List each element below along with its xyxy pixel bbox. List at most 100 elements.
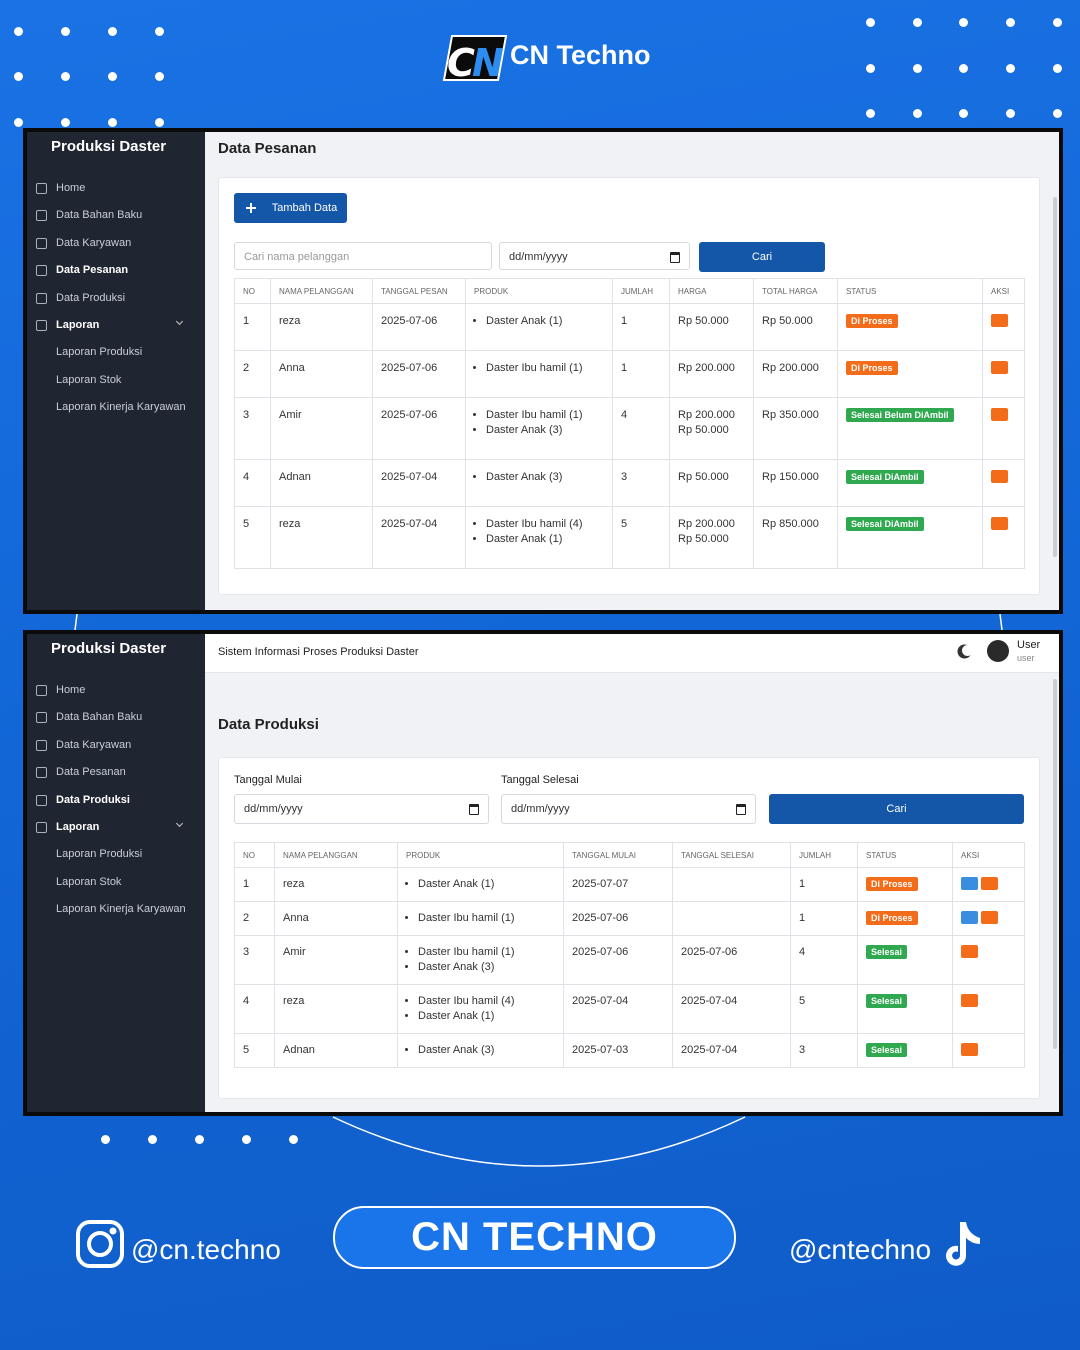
table-cell: Rp 50.000 — [669, 303, 754, 351]
search-input[interactable]: Cari nama pelanggan — [234, 242, 492, 270]
action-button[interactable] — [981, 911, 998, 924]
search-button[interactable]: Cari — [699, 242, 825, 272]
menu-item[interactable]: Data Pesanan — [56, 766, 126, 779]
product-list: Daster Ibu hamil (4)Daster Anak (1) — [406, 994, 555, 1024]
scrollbar — [1053, 679, 1057, 1049]
date-input[interactable]: dd/mm/yyyy — [501, 794, 756, 824]
action-button[interactable] — [991, 517, 1008, 530]
data-table: NO NAMA PELANGGAN PRODUK TANGGAL MULAI TANGG… — [234, 842, 1025, 1068]
menu-icon — [36, 739, 47, 751]
date-input[interactable]: dd/mm/yyyy — [499, 242, 690, 270]
cell-line: Rp 50.000 — [678, 315, 729, 327]
footer-button[interactable]: CN TECHNO — [333, 1206, 736, 1269]
table-cell: Rp 350.000 — [753, 397, 838, 460]
table-cell: Daster Ibu hamil (1)Daster Anak (3) — [397, 935, 564, 985]
product-item: Daster Ibu hamil (1) — [486, 408, 604, 423]
field-label: Tanggal Mulai — [234, 774, 302, 786]
table-cell: Daster Anak (3) — [397, 1033, 564, 1068]
table-cell: 2025-07-04 — [672, 1033, 791, 1068]
menu-item[interactable]: Data Bahan Baku — [56, 711, 143, 724]
dot — [195, 1135, 204, 1144]
menu-item[interactable]: Data Karyawan — [56, 236, 132, 249]
dot — [289, 1135, 298, 1144]
product-list: Daster Ibu hamil (1) — [474, 361, 604, 376]
table-cell: Di Proses — [837, 350, 983, 398]
menu-item[interactable]: Home — [56, 684, 86, 696]
menu-item[interactable]: Data Pesanan — [56, 264, 129, 277]
theme-toggle[interactable] — [962, 645, 973, 656]
cell-line: Rp 200.000 — [678, 409, 735, 421]
dot — [14, 27, 23, 36]
table-cell — [952, 901, 1025, 936]
action-button[interactable] — [961, 911, 978, 924]
menu-icon — [36, 767, 47, 779]
column-header: TANGGAL PESAN — [372, 278, 466, 304]
menu-icon — [36, 265, 47, 277]
submenu-item[interactable]: Laporan Produksi — [56, 848, 143, 861]
dot — [959, 64, 968, 73]
table-cell: Adnan — [274, 1033, 398, 1068]
submenu-item[interactable]: Laporan Kinerja Karyawan — [56, 401, 186, 414]
table-cell: Daster Ibu hamil (1) — [465, 350, 613, 398]
column-header: JUMLAH — [790, 842, 858, 868]
action-button[interactable] — [961, 877, 978, 890]
table-cell: Rp 200.000 — [669, 350, 754, 398]
table-cell — [952, 1033, 1025, 1068]
action-button[interactable] — [991, 361, 1008, 374]
menu-item[interactable]: Home — [56, 182, 86, 194]
product-list: Daster Anak (1) — [474, 314, 604, 329]
submenu-item[interactable]: Laporan Stok — [56, 875, 122, 888]
menu-icon — [36, 210, 47, 222]
table-cell: 3 — [234, 397, 271, 460]
sidebar-title: Produksi Daster — [51, 138, 167, 155]
menu-icon — [36, 292, 47, 304]
menu-item[interactable]: Data Produksi — [56, 291, 126, 304]
search-button[interactable]: Cari — [769, 794, 1024, 824]
dot — [148, 1135, 157, 1144]
action-button[interactable] — [961, 994, 978, 1007]
action-button[interactable] — [991, 408, 1008, 421]
table-cell: 2025-07-07 — [563, 867, 673, 902]
menu-item[interactable]: Data Produksi — [56, 793, 130, 806]
sidebar-title: Produksi Daster — [51, 640, 167, 657]
dot — [242, 1135, 251, 1144]
menu-item[interactable]: Data Bahan Baku — [56, 209, 143, 222]
table-cell: Daster Anak (1) — [465, 303, 613, 351]
menu-item[interactable]: Data Karyawan — [56, 738, 132, 751]
menu-item[interactable]: Laporan — [56, 319, 100, 331]
table-cell: Amir — [274, 935, 398, 985]
action-button[interactable] — [981, 877, 998, 890]
instagram-icon — [76, 1220, 124, 1268]
table-cell: 2025-07-04 — [672, 984, 791, 1034]
submenu-item[interactable]: Laporan Kinerja Karyawan — [56, 903, 186, 916]
calendar-icon — [670, 252, 680, 263]
submenu-item[interactable]: Laporan Stok — [56, 373, 122, 386]
header-row: NO NAMA PELANGGAN PRODUK TANGGAL MULAI TANGG… — [234, 842, 1025, 868]
date-placeholder: dd/mm/yyyy — [511, 803, 570, 815]
tiktok-handle: @cntechno — [789, 1234, 932, 1265]
dot — [14, 72, 23, 81]
table-cell: Di Proses — [837, 303, 983, 351]
table-cell: 2025-07-06 — [372, 350, 466, 398]
table-cell — [982, 397, 1025, 460]
data-table: NO NAMA PELANGGAN TANGGAL PESAN PRODUK JUMLA… — [234, 278, 1025, 569]
table-cell: reza — [270, 506, 373, 569]
table-cell: Daster Ibu hamil (4)Daster Anak (1) — [465, 506, 613, 569]
add-button[interactable]: Tambah Data — [234, 193, 347, 223]
table-cell: 5 — [612, 506, 670, 569]
action-button[interactable] — [961, 945, 978, 958]
action-button[interactable] — [961, 1043, 978, 1056]
date-input[interactable]: dd/mm/yyyy — [234, 794, 489, 824]
menu-item[interactable]: Laporan — [56, 821, 100, 833]
dot — [155, 72, 164, 81]
table-cell: 2 — [234, 901, 275, 936]
avatar[interactable] — [987, 640, 1009, 662]
user-name: User — [1017, 639, 1041, 651]
scrollbar — [1053, 197, 1057, 557]
action-button[interactable] — [991, 470, 1008, 483]
action-button[interactable] — [991, 314, 1008, 327]
table-cell: 1 — [234, 867, 275, 902]
submenu-item[interactable]: Laporan Produksi — [56, 346, 143, 359]
